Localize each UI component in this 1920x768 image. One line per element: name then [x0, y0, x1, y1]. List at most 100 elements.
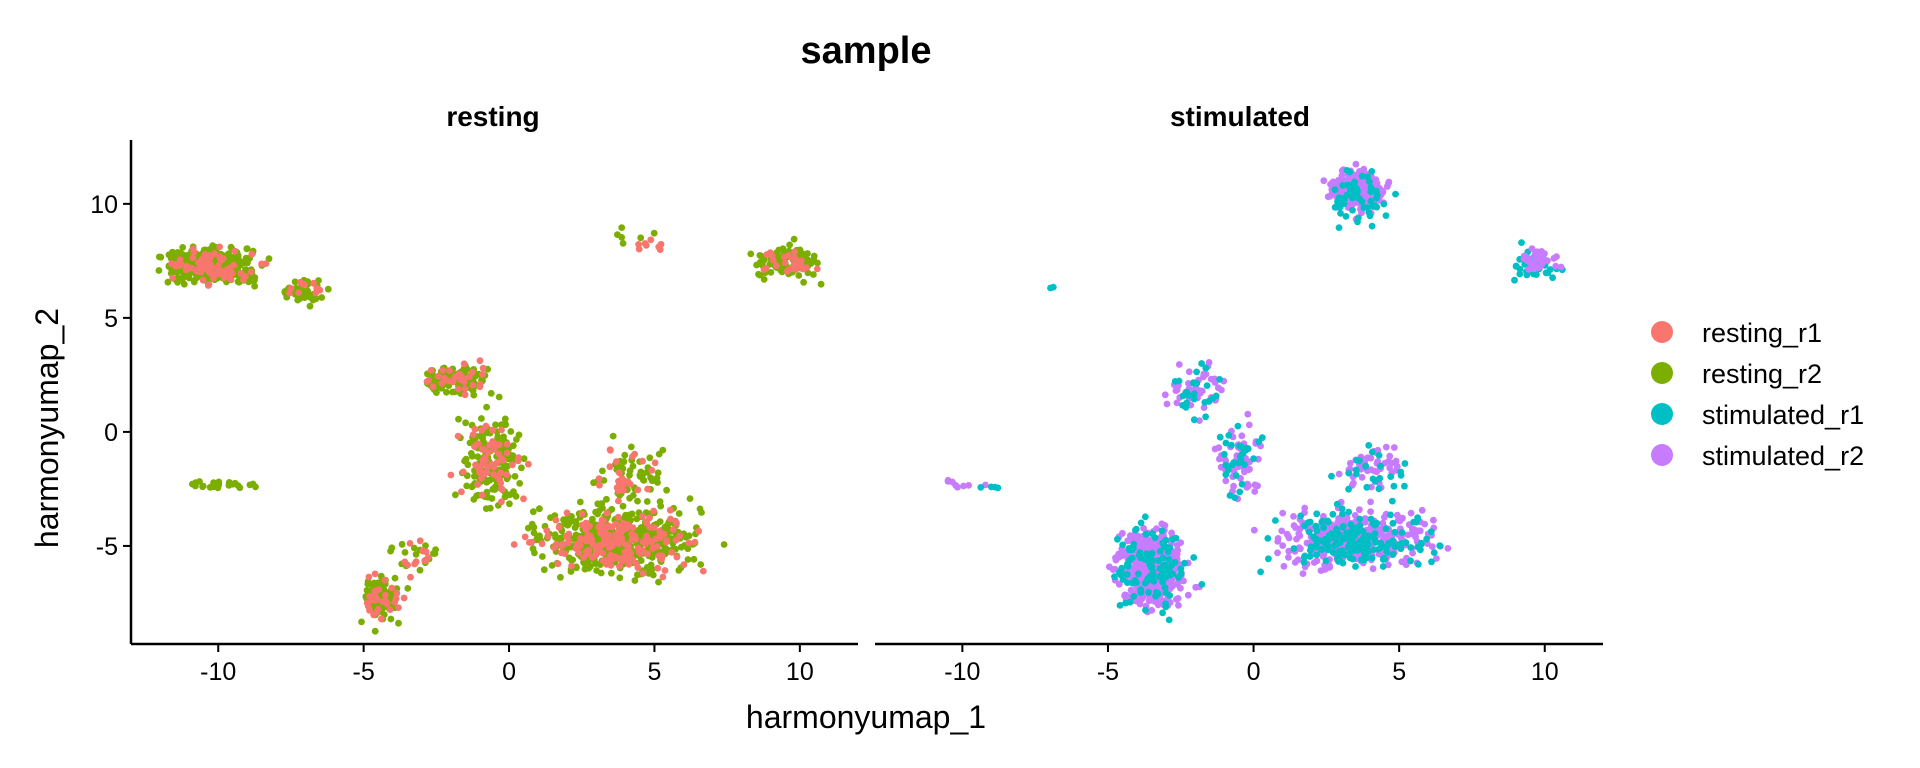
data-point	[657, 240, 665, 248]
data-point	[762, 265, 770, 272]
data-point	[651, 459, 659, 467]
data-point	[561, 520, 569, 528]
data-point	[1173, 386, 1181, 394]
data-point	[659, 573, 667, 581]
data-point	[1142, 606, 1149, 614]
data-point	[304, 289, 312, 297]
data-point	[626, 471, 633, 479]
legend-item-stimulated_r1: stimulated_r1	[1651, 400, 1864, 430]
data-point	[1184, 591, 1192, 599]
data-point	[631, 577, 639, 584]
data-point	[1250, 455, 1257, 463]
data-point	[646, 454, 654, 462]
data-point	[518, 464, 525, 472]
data-point	[1159, 554, 1167, 562]
data-point	[1361, 515, 1369, 522]
cluster-stimulated_r1	[1216, 422, 1266, 501]
data-point	[1160, 541, 1168, 549]
data-point	[479, 446, 486, 453]
data-point	[597, 526, 604, 534]
data-point	[655, 450, 663, 458]
data-point	[1116, 602, 1124, 609]
cluster-resting_r1	[595, 446, 659, 505]
data-point	[1347, 188, 1354, 196]
data-point	[766, 249, 774, 257]
data-point	[501, 419, 509, 427]
data-point	[476, 357, 484, 365]
data-point	[412, 558, 420, 566]
data-point	[1265, 555, 1272, 563]
data-point	[1112, 554, 1119, 562]
cluster-stimulated_r1	[977, 483, 1002, 492]
data-point	[449, 388, 456, 396]
data-point	[639, 457, 646, 465]
data-point	[1347, 521, 1355, 528]
data-point	[1365, 547, 1372, 555]
data-point	[1362, 462, 1370, 470]
data-point	[210, 275, 217, 282]
data-point	[1140, 524, 1147, 532]
data-point	[482, 505, 490, 512]
data-point	[1553, 253, 1560, 260]
data-point	[189, 245, 197, 253]
data-point	[685, 539, 693, 547]
data-point	[1364, 173, 1371, 181]
data-point	[1345, 508, 1353, 516]
data-point	[1414, 560, 1422, 568]
data-point	[1170, 549, 1178, 556]
data-point	[1126, 532, 1134, 539]
data-point	[1207, 375, 1215, 383]
data-point	[1214, 384, 1222, 392]
data-point	[169, 274, 177, 282]
data-point	[204, 282, 212, 289]
data-point	[1352, 563, 1359, 570]
data-point	[183, 255, 191, 262]
data-point	[1313, 510, 1321, 518]
data-point	[1369, 565, 1377, 573]
data-point	[540, 566, 548, 574]
data-point	[1428, 558, 1435, 566]
data-point	[565, 530, 573, 538]
data-point	[612, 520, 619, 528]
data-point	[977, 484, 985, 491]
data-point	[510, 541, 518, 548]
data-point	[1234, 422, 1242, 430]
data-point	[393, 589, 401, 597]
data-point	[797, 262, 805, 269]
data-point	[536, 505, 543, 513]
data-point	[1377, 544, 1385, 551]
data-point	[629, 453, 636, 460]
data-point	[810, 271, 817, 278]
data-point	[767, 269, 775, 276]
data-point	[1132, 526, 1139, 534]
data-point	[552, 534, 559, 541]
data-point	[313, 284, 321, 292]
data-point	[446, 377, 453, 385]
legend: resting_r1 resting_r2 stimulated_r1stimula…	[1651, 318, 1864, 471]
data-point	[994, 484, 1002, 492]
data-point	[667, 515, 674, 523]
data-point	[1156, 573, 1163, 581]
data-point	[1369, 519, 1377, 527]
data-point	[1320, 524, 1327, 531]
data-point	[286, 289, 293, 297]
data-point	[1257, 568, 1264, 576]
data-point	[1312, 535, 1319, 543]
data-point	[1280, 562, 1288, 570]
cluster-stimulated_r1	[1047, 283, 1057, 292]
data-point	[498, 498, 505, 506]
data-point	[202, 264, 210, 272]
data-point	[1169, 582, 1177, 590]
data-point	[649, 544, 657, 552]
data-point	[401, 558, 409, 566]
data-point	[193, 274, 200, 282]
data-point	[1290, 545, 1298, 552]
data-point	[595, 475, 603, 482]
data-point	[1393, 511, 1401, 519]
data-point	[371, 570, 379, 578]
data-point	[720, 541, 728, 548]
data-point	[416, 537, 424, 545]
data-point	[648, 553, 656, 561]
data-point	[236, 258, 244, 266]
data-point	[429, 383, 437, 390]
